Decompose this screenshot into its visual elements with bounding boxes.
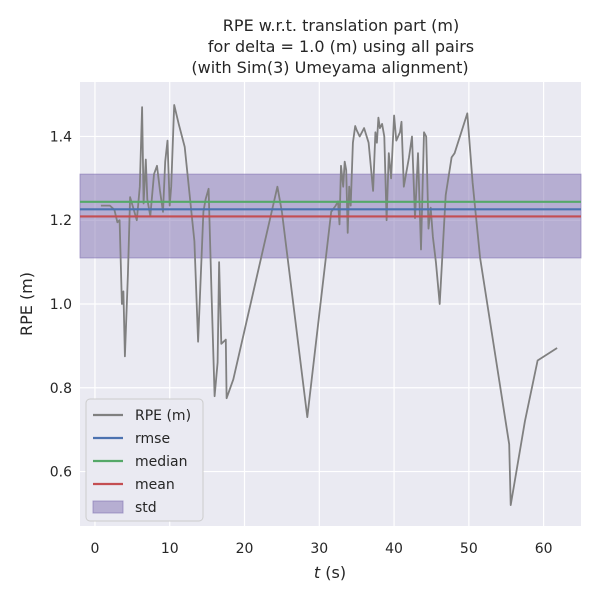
y-axis-label: RPE (m) <box>17 272 36 336</box>
y-tick-label: 1.2 <box>50 213 72 229</box>
legend-box <box>85 398 204 522</box>
x-axis-label-variable: t <box>314 563 321 582</box>
tick-labels: 0 10 20 30 40 50 60 0.6 0.8 1.0 1.2 1.4 <box>50 129 553 557</box>
x-tick-label: 20 <box>236 541 254 557</box>
x-axis-label-unit: (s) <box>320 563 346 582</box>
rpe-series-line <box>100 104 558 507</box>
y-tick-label: 1.0 <box>50 297 72 313</box>
legend-swatch-std <box>92 500 124 514</box>
x-tick-label: 10 <box>161 541 179 557</box>
legend-label: rmse <box>135 431 170 447</box>
legend-label: median <box>135 454 187 470</box>
legend: RPE (m) rmse median mean std <box>85 398 204 522</box>
y-tick-label: 0.6 <box>50 465 72 481</box>
chart-title-line-3: (with Sim(3) Umeyama alignment) <box>191 58 468 77</box>
legend-label: mean <box>135 477 175 493</box>
legend-entries: RPE (m) rmse median mean std <box>92 408 191 516</box>
x-tick-label: 30 <box>310 541 328 557</box>
x-axis-label: t (s) <box>314 563 346 582</box>
chart-title-line-2: for delta = 1.0 (m) using all pairs <box>208 37 474 56</box>
series-layer <box>100 104 558 507</box>
y-tick-label: 1.4 <box>50 129 72 145</box>
x-tick-label: 40 <box>385 541 403 557</box>
legend-label: RPE (m) <box>135 408 191 424</box>
chart-title-line-1: RPE w.r.t. translation part (m) <box>223 16 459 35</box>
x-tick-label: 0 <box>90 541 99 557</box>
y-tick-label: 0.8 <box>50 381 72 397</box>
x-tick-label: 50 <box>460 541 478 557</box>
legend-label: std <box>135 500 157 516</box>
x-tick-label: 60 <box>535 541 553 557</box>
stat-lines-layer <box>80 200 581 218</box>
